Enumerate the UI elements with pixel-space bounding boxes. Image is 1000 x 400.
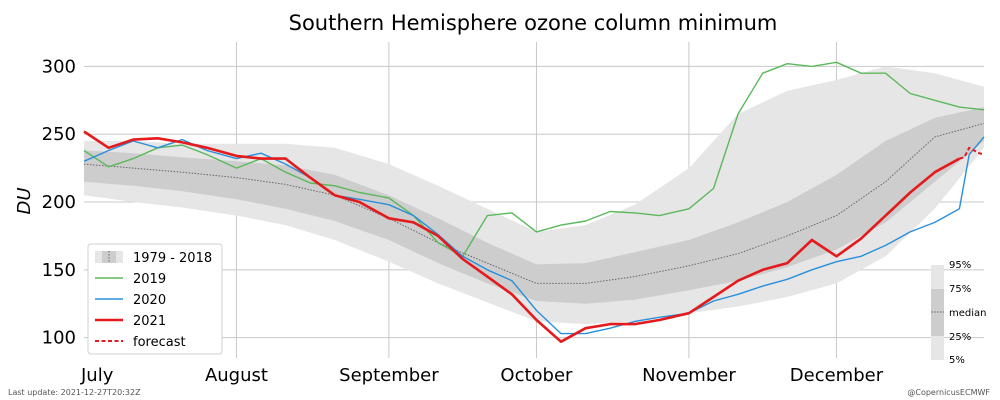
- legend: 1979 - 2018 2019 2020 2021 forecast: [87, 243, 223, 355]
- x-tick-label-november: November: [642, 365, 736, 386]
- climatology-median-line: [83, 122, 985, 284]
- series-line-2021: [83, 130, 961, 343]
- legend-frame: [87, 243, 223, 355]
- chart-title: Southern Hemisphere ozone column minimum: [289, 11, 778, 35]
- y-axis-label: DU: [14, 187, 35, 214]
- x-tick-label-july: July: [80, 365, 114, 386]
- percentile-label-75: 75%: [949, 284, 971, 295]
- x-tick-label-august: August: [205, 365, 268, 386]
- percentile-label-25: 25%: [949, 332, 971, 343]
- y-tick-label-100: 100: [42, 328, 76, 349]
- y-tick-label-300: 300: [42, 56, 76, 77]
- legend-label-2020: 2020: [133, 293, 166, 308]
- climatology-band-25-75: [84, 107, 984, 304]
- percentile-label-5: 5%: [949, 355, 965, 366]
- series-line-forecast: [959, 146, 985, 160]
- y-tick-label-200: 200: [42, 192, 76, 213]
- legend-label-forecast: forecast: [133, 335, 186, 350]
- legend-label-climatology: 1979 - 2018: [133, 251, 212, 266]
- legend-entry-2020: 2020: [95, 293, 166, 308]
- legend-label-2021: 2021: [133, 314, 166, 329]
- legend-entry-forecast: forecast: [95, 335, 186, 350]
- credit-text: @CopernicusECMWF: [907, 388, 990, 397]
- x-tick-label-december: December: [790, 365, 884, 386]
- percentile-label-95: 95%: [949, 260, 971, 271]
- legend-label-2019: 2019: [133, 272, 166, 287]
- series-lines: [83, 61, 985, 343]
- legend-entry-climatology: 1979 - 2018: [95, 251, 212, 266]
- last-update-text: Last update: 2021-12-27T20:32Z: [8, 388, 141, 397]
- legend-entry-2019: 2019: [95, 272, 166, 287]
- series-line-2019: [83, 61, 985, 257]
- percentile-label-median: median: [949, 308, 987, 319]
- y-tick-label-250: 250: [42, 124, 76, 145]
- x-tick-label-september: September: [339, 365, 439, 386]
- y-tick-label-150: 150: [42, 260, 76, 281]
- series-line-2020: [83, 136, 985, 335]
- percentile-key: 95% 75% median 25% 5%: [931, 260, 987, 366]
- x-tick-label-october: October: [500, 365, 573, 386]
- climatology-bands: [83, 66, 985, 325]
- legend-entry-2021: 2021: [95, 314, 166, 329]
- tick-labels: 100 150 200 250 300 July August September Octobe…: [42, 56, 884, 386]
